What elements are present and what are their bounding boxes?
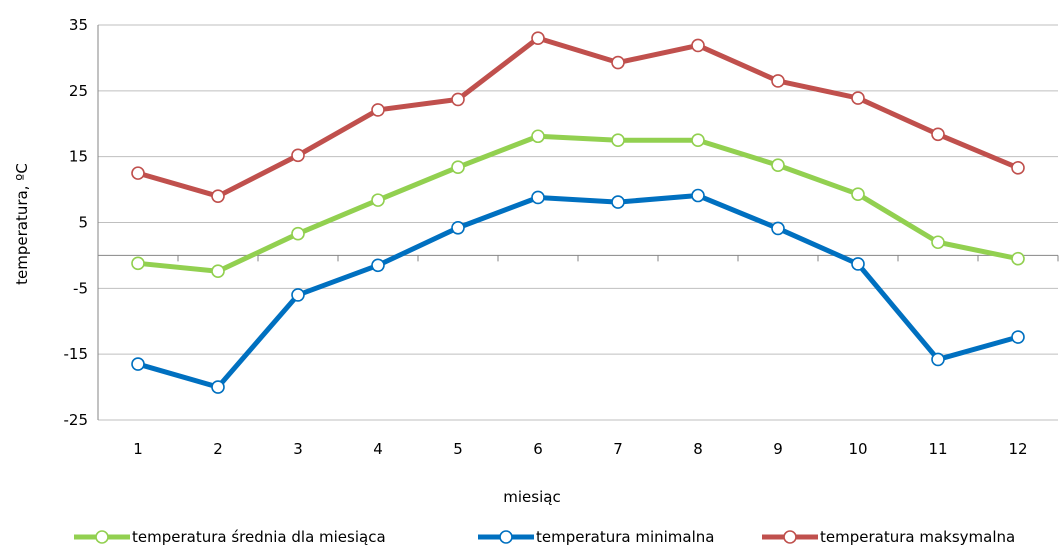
data-point: [931, 235, 945, 250]
data-point: [851, 187, 865, 201]
data-point: [131, 357, 145, 371]
x-axis-title: miesiąc: [503, 488, 560, 506]
x-tick-label: 4: [373, 440, 383, 458]
series-line-3: [135, 35, 1021, 199]
y-axis-title: temperatura, ºC: [13, 163, 31, 285]
data-point: [451, 92, 465, 107]
series-line-1: [135, 133, 1021, 274]
y-tick-label: -25: [64, 411, 89, 429]
x-tick-label: 5: [453, 440, 463, 458]
data-point: [131, 166, 145, 180]
data-point: [451, 160, 465, 174]
data-point: [1011, 161, 1025, 175]
x-tick-label: 2: [213, 440, 223, 458]
data-point: [371, 103, 385, 117]
data-point: [691, 133, 705, 148]
data-point: [691, 188, 705, 203]
y-tick-label: -15: [64, 345, 89, 363]
data-point: [611, 195, 625, 209]
data-point: [211, 380, 225, 394]
x-tick-label: 9: [773, 440, 783, 458]
data-point: [1011, 251, 1025, 266]
data-point: [371, 258, 385, 273]
data-point: [771, 158, 785, 173]
data-point: [131, 256, 145, 271]
x-tick-label: 6: [533, 440, 543, 458]
x-tick-label: 11: [928, 440, 947, 458]
data-point: [931, 352, 945, 367]
data-point: [451, 220, 465, 235]
y-tick-labels: 35 25 15 5 -5 -15 -25: [64, 16, 89, 429]
data-point: [771, 221, 785, 236]
data-point: [931, 127, 945, 142]
x-tick-labels: 1 2 3 4 5 6 7 8 9 10 11 12: [133, 440, 1027, 458]
y-tick-label: 35: [69, 16, 88, 34]
x-tick-label: 10: [848, 440, 867, 458]
y-tick-label: -5: [73, 279, 88, 297]
legend-label: temperatura średnia dla miesiąca: [132, 528, 386, 546]
x-tick-label: 3: [293, 440, 303, 458]
legend-swatch-marker: [95, 530, 109, 544]
data-point: [611, 133, 625, 148]
data-point: [611, 55, 625, 70]
data-point: [291, 226, 305, 241]
data-point: [211, 264, 225, 279]
series-line-2: [135, 193, 1021, 390]
x-tick-label: 12: [1008, 440, 1027, 458]
data-point: [771, 74, 785, 88]
data-point: [291, 288, 305, 302]
data-point: [291, 148, 305, 163]
data-point: [531, 129, 545, 144]
series-lines: [131, 31, 1025, 394]
data-point: [531, 190, 545, 205]
legend: temperatura średnia dla miesiąca temperat…: [74, 528, 1015, 546]
x-tick-label: 1: [133, 440, 143, 458]
data-point: [691, 38, 705, 53]
data-point: [1011, 330, 1025, 344]
data-point: [851, 257, 865, 271]
gridlines: [98, 24, 1058, 421]
legend-swatch-marker: [783, 530, 797, 544]
legend-label: temperatura maksymalna: [820, 528, 1015, 546]
x-tick-label: 8: [693, 440, 703, 458]
y-tick-label: 25: [69, 82, 88, 100]
axes: [97, 25, 1059, 420]
y-tick-label: 15: [69, 148, 88, 166]
data-point: [851, 91, 865, 105]
data-point: [531, 31, 545, 45]
legend-label: temperatura minimalna: [536, 528, 714, 546]
data-point: [371, 193, 385, 207]
y-tick-label: 5: [78, 214, 88, 232]
x-tick-label: 7: [613, 440, 623, 458]
data-point: [211, 189, 225, 203]
legend-swatch-marker: [499, 530, 513, 544]
